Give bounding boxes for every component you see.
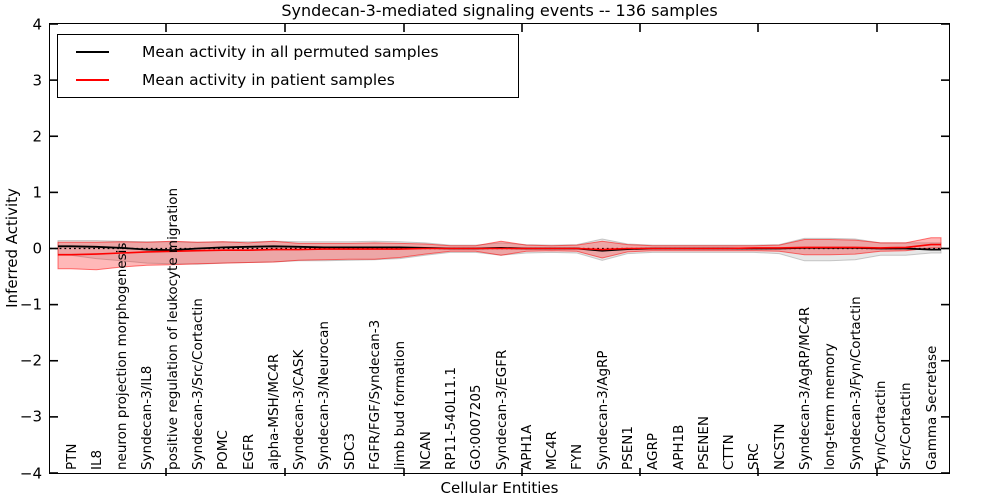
legend-entry-patient: Mean activity in patient samples <box>58 66 518 94</box>
x-axis-label: Cellular Entities <box>440 479 559 497</box>
chart-canvas <box>50 23 949 476</box>
x-category-label: limb bud formation <box>392 340 409 470</box>
x-category-label: Syndecan-3/Fyn/Cortactin <box>847 296 864 470</box>
y-tick-label: −1 <box>19 295 42 314</box>
x-category-label: Src/Cortactin <box>898 382 915 470</box>
x-category-label: Syndecan-3/Src/Cortactin <box>189 298 206 470</box>
x-category-label: SRC <box>746 443 763 470</box>
patient-std-band <box>57 237 942 271</box>
x-category-label: Fyn/Cortactin <box>872 380 889 470</box>
x-category-label: MC4R <box>544 430 561 470</box>
x-category-label: Gamma Secretase <box>923 345 940 470</box>
x-category-label: NCAN <box>417 431 434 470</box>
legend-line-sample-black <box>76 50 109 53</box>
y-tick-label: −4 <box>19 464 42 482</box>
x-category-label: APH1A <box>518 424 535 470</box>
y-tick-label: 0 <box>32 239 42 258</box>
x-category-label: FYN <box>569 443 586 470</box>
x-category-label: IL8 <box>88 449 105 470</box>
patient-mean-line <box>58 243 941 256</box>
legend-line-sample-red <box>76 79 109 82</box>
x-category-label: long-term memory <box>822 343 839 470</box>
x-category-label: APH1B <box>670 424 687 470</box>
x-category-label: Syndecan-3/AgRP <box>594 350 611 470</box>
chart-title: Syndecan-3-mediated signaling events -- … <box>281 1 718 20</box>
x-category-label: FGFR/FGF/Syndecan-3 <box>367 319 384 470</box>
x-category-label: positive regulation of leukocyte migrati… <box>164 187 181 470</box>
x-category-label: PTN <box>63 443 80 471</box>
x-category-label: GO:0007205 <box>468 384 485 470</box>
x-category-label: AGRP <box>645 433 662 470</box>
y-tick-label: −3 <box>19 407 42 426</box>
legend: Mean activity in all permuted samples Me… <box>57 34 519 98</box>
x-category-label: Syndecan-3/AgRP/MC4R <box>797 306 814 470</box>
x-category-label: PSENEN <box>695 416 712 470</box>
x-category-label: NCSTN <box>771 423 788 470</box>
x-category-label: CTTN <box>721 434 738 470</box>
legend-label: Mean activity in patient samples <box>142 71 395 90</box>
x-category-label: Syndecan-3/CASK <box>291 349 308 470</box>
plot-area <box>49 23 950 476</box>
y-tick-label: 1 <box>32 183 42 202</box>
x-category-label: RP11-540L11.1 <box>442 367 459 470</box>
y-tick-label: 3 <box>32 71 42 90</box>
x-category-label: neuron projection morphogenesis <box>114 242 131 470</box>
x-category-label: alpha-MSH/MC4R <box>265 353 282 470</box>
legend-entry-permuted: Mean activity in all permuted samples <box>58 38 518 66</box>
y-tick-label: 2 <box>32 127 42 146</box>
x-category-label: PSEN1 <box>619 426 636 470</box>
y-tick-label: 4 <box>32 15 42 33</box>
x-category-label: SDC3 <box>341 433 358 470</box>
x-category-label: POMC <box>215 430 232 470</box>
legend-label: Mean activity in all permuted samples <box>142 42 439 61</box>
permuted-std-band <box>57 237 942 265</box>
y-tick-label: −2 <box>19 351 42 370</box>
x-category-label: Syndecan-3/IL8 <box>139 365 156 470</box>
x-category-label: Syndecan-3/EGFR <box>493 349 510 470</box>
x-category-label: EGFR <box>240 433 257 470</box>
x-category-label: Syndecan-3/Neurocan <box>316 321 333 470</box>
